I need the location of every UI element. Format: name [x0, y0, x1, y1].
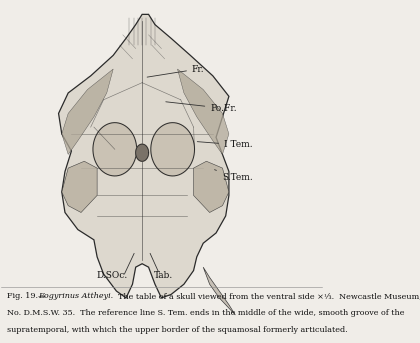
Polygon shape [194, 161, 229, 213]
Text: Fig. 19.—: Fig. 19.— [7, 292, 46, 300]
Text: Tab.: Tab. [153, 271, 173, 280]
Polygon shape [58, 14, 229, 298]
Text: supratemporal, with which the upper border of the squamosal formerly articulated: supratemporal, with which the upper bord… [7, 326, 348, 334]
Polygon shape [151, 123, 194, 176]
Polygon shape [93, 123, 136, 176]
Text: The table of a skull viewed from the ventral side ×⅓.  Newcastle Museum,: The table of a skull viewed from the ven… [113, 292, 420, 300]
Polygon shape [136, 144, 149, 161]
Polygon shape [178, 69, 229, 154]
Text: Po.Fr.: Po.Fr. [166, 102, 237, 113]
Polygon shape [62, 69, 113, 154]
Text: Eogyrinus Attheyi.: Eogyrinus Attheyi. [39, 292, 114, 300]
Text: D.SOc.: D.SOc. [96, 271, 127, 280]
Text: No. D.M.S.W. 35.  The reference line S. Tem. ends in the middle of the wide, smo: No. D.M.S.W. 35. The reference line S. T… [7, 309, 404, 317]
Text: I Tem.: I Tem. [197, 140, 253, 149]
Text: S.Tem.: S.Tem. [215, 170, 252, 182]
Polygon shape [62, 161, 97, 213]
Polygon shape [203, 267, 235, 315]
Text: Fr.: Fr. [147, 64, 205, 77]
